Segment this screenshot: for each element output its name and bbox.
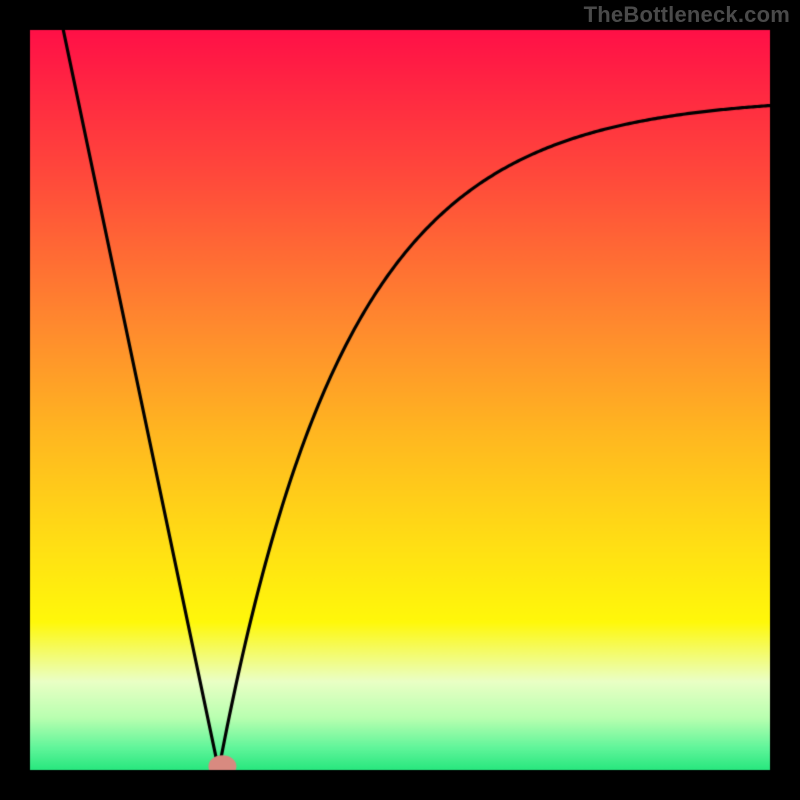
chart-canvas [0,0,800,800]
bottleneck-chart: TheBottleneck.com [0,0,800,800]
watermark-text: TheBottleneck.com [584,2,790,28]
